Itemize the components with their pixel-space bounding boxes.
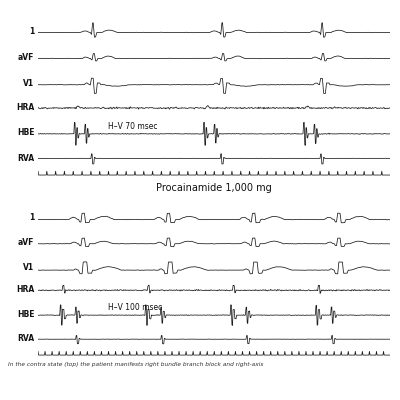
Text: V1: V1 <box>23 263 34 272</box>
Text: In the contra state (top) the patient manifests right bundle branch block and ri: In the contra state (top) the patient ma… <box>8 362 263 367</box>
Text: RVA: RVA <box>17 154 34 163</box>
Text: 1: 1 <box>29 214 34 222</box>
Text: HRA: HRA <box>16 103 34 112</box>
Text: aVF: aVF <box>18 53 34 62</box>
Text: H–V 70 msec: H–V 70 msec <box>108 122 158 130</box>
Text: HBE: HBE <box>17 128 34 137</box>
Text: 1: 1 <box>29 27 34 36</box>
Text: Procainamide 1,000 mg: Procainamide 1,000 mg <box>156 183 272 193</box>
Text: HBE: HBE <box>17 310 34 319</box>
Text: RVA: RVA <box>17 334 34 344</box>
Text: H–V 100 msec: H–V 100 msec <box>108 303 163 312</box>
Text: aVF: aVF <box>18 238 34 247</box>
Text: V1: V1 <box>23 80 34 88</box>
Text: HRA: HRA <box>16 285 34 294</box>
